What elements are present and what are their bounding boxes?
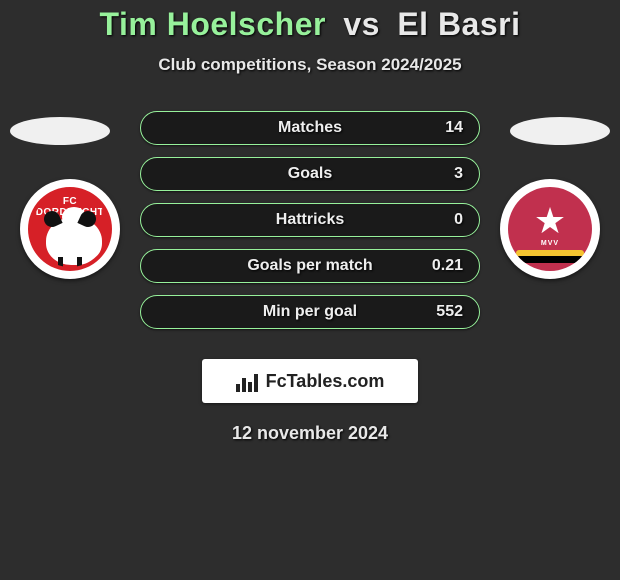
star-icon: ★: [530, 201, 570, 241]
stat-bars: Matches 14 Goals 3 Hattricks 0 Goals per…: [140, 111, 480, 329]
stat-value-right: 14: [445, 119, 463, 137]
stat-label: Min per goal: [263, 303, 357, 321]
stat-row-gpm: Goals per match 0.21: [140, 249, 480, 283]
stat-label: Goals: [288, 165, 332, 183]
player2-name: El Basri: [397, 6, 520, 42]
comparison-stage: FC DORDRECHT ★ MVV Matches 14 Goals 3 Ha: [0, 111, 620, 347]
stat-label: Hattricks: [276, 211, 344, 229]
barchart-icon: [236, 370, 258, 392]
stat-value-right: 3: [454, 165, 463, 183]
title: Tim Hoelscher vs El Basri: [0, 6, 620, 43]
player2-club-crest: ★ MVV: [500, 179, 600, 279]
stat-label: Goals per match: [247, 257, 372, 275]
stat-row-mpg: Min per goal 552: [140, 295, 480, 329]
player2-ellipse: [510, 117, 610, 145]
player1-club-crest: FC DORDRECHT: [20, 179, 120, 279]
vs-text: vs: [343, 6, 380, 42]
stat-value-right: 0.21: [432, 257, 463, 275]
stat-row-matches: Matches 14: [140, 111, 480, 145]
subtitle: Club competitions, Season 2024/2025: [0, 55, 620, 75]
stat-row-goals: Goals 3: [140, 157, 480, 191]
branding-box: FcTables.com: [202, 359, 418, 403]
player1-ellipse: [10, 117, 110, 145]
header: Tim Hoelscher vs El Basri Club competiti…: [0, 0, 620, 75]
crest-right-text: MVV: [508, 240, 592, 247]
stat-value-right: 552: [436, 303, 463, 321]
player1-name: Tim Hoelscher: [100, 6, 326, 42]
stat-row-hattricks: Hattricks 0: [140, 203, 480, 237]
stat-value-right: 0: [454, 211, 463, 229]
footer-date: 12 november 2024: [0, 423, 620, 444]
stat-label: Matches: [278, 119, 342, 137]
stripe-icon: [516, 256, 584, 263]
branding-text: FcTables.com: [266, 371, 385, 392]
